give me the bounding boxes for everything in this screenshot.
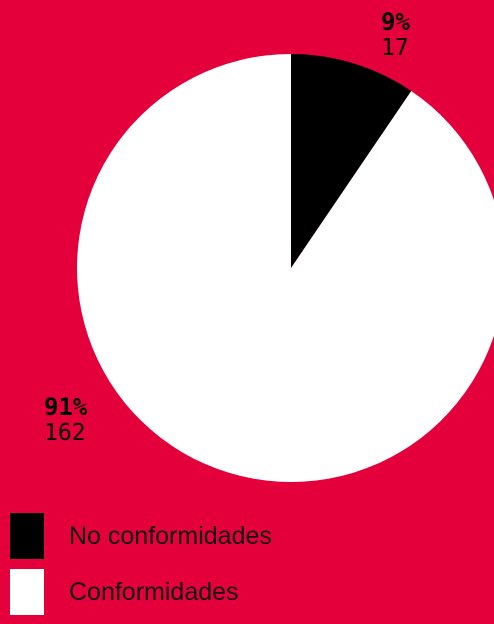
pie-chart: 9%17 91%162 <box>44 8 494 482</box>
slice-count-label: 17 <box>381 35 409 61</box>
legend-label-conformidades: Conformidades <box>69 577 239 606</box>
legend: No conformidades Conformidades <box>10 512 484 624</box>
slice-percent-label: 91% <box>44 393 88 421</box>
legend-swatch-conformidades <box>10 569 44 615</box>
legend-item-conformidades: Conformidades <box>10 568 484 616</box>
pie-slice-conformidades <box>77 54 494 482</box>
legend-swatch-no-conformidades <box>10 513 44 559</box>
pie-labels: 9%17 91%162 <box>44 8 410 446</box>
legend-label-no-conformidades: No conformidades <box>69 521 272 550</box>
legend-item-no-conformidades: No conformidades <box>10 512 484 560</box>
slice-count-label: 162 <box>44 420 86 446</box>
pie-slices <box>77 54 494 482</box>
pie-slice-no-conformidades <box>291 54 412 268</box>
slice-percent-label: 9% <box>381 8 410 36</box>
